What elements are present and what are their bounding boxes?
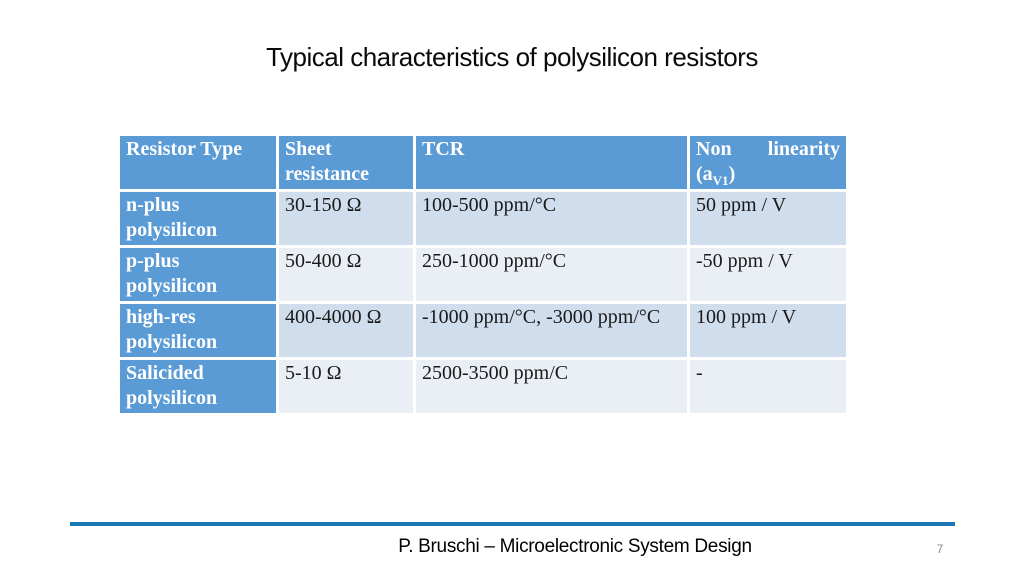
header-tcr: TCR xyxy=(413,133,690,192)
cell-non-linearity: 100 ppm / V xyxy=(687,301,849,360)
header-sheet-resistance: Sheet resistance xyxy=(276,133,416,192)
header-label: TCR xyxy=(422,138,465,160)
cell-non-linearity: -50 ppm / V xyxy=(687,245,849,304)
page-number: 7 xyxy=(936,542,944,556)
row-header-resistor-type: high-res polysilicon xyxy=(117,301,279,360)
cell-sheet-resistance: 50-400 Ω xyxy=(276,245,416,304)
row-header-resistor-type: n-plus polysilicon xyxy=(117,189,279,248)
cell-non-linearity: - xyxy=(687,357,849,416)
cell-sheet-resistance: 5-10 Ω xyxy=(276,357,416,416)
table-row: n-plus polysilicon 30-150 Ω 100-500 ppm/… xyxy=(117,189,849,248)
header-non-linearity: Non linearity (aV1) xyxy=(687,133,849,192)
cell-tcr: 2500-3500 ppm/C xyxy=(413,357,690,416)
polysilicon-resistor-table: Resistor Type Sheet resistance TCR Non l… xyxy=(117,133,849,416)
header-resistor-type: Resistor Type xyxy=(117,133,279,192)
table-row: Salicided polysilicon 5-10 Ω 2500-3500 p… xyxy=(117,357,849,416)
header-label: Resistor Type xyxy=(126,138,243,160)
cell-non-linearity: 50 ppm / V xyxy=(687,189,849,248)
footer-divider-line xyxy=(70,522,955,526)
header-label-line2: (aV1) xyxy=(696,163,736,188)
header-label-line1: Non linearity xyxy=(696,138,840,160)
cell-tcr: 100-500 ppm/°C xyxy=(413,189,690,248)
subscript-v1: V1 xyxy=(712,173,729,188)
header-label-line1: Sheet xyxy=(285,138,332,160)
cell-sheet-resistance: 30-150 Ω xyxy=(276,189,416,248)
header-label-line2: resistance xyxy=(285,163,370,185)
slide-title: Typical characteristics of polysilicon r… xyxy=(266,42,758,72)
table-row: high-res polysilicon 400-4000 Ω -1000 pp… xyxy=(117,301,849,360)
table-header-row: Resistor Type Sheet resistance TCR Non l… xyxy=(117,133,849,192)
table-row: p-plus polysilicon 50-400 Ω 250-1000 ppm… xyxy=(117,245,849,304)
row-header-resistor-type: Salicided polysilicon xyxy=(117,357,279,416)
footer-credit: P. Bruschi – Microelectronic System Desi… xyxy=(398,536,752,557)
cell-tcr: 250-1000 ppm/°C xyxy=(413,245,690,304)
row-header-resistor-type: p-plus polysilicon xyxy=(117,245,279,304)
cell-sheet-resistance: 400-4000 Ω xyxy=(276,301,416,360)
cell-tcr: -1000 ppm/°C, -3000 ppm/°C xyxy=(413,301,690,360)
